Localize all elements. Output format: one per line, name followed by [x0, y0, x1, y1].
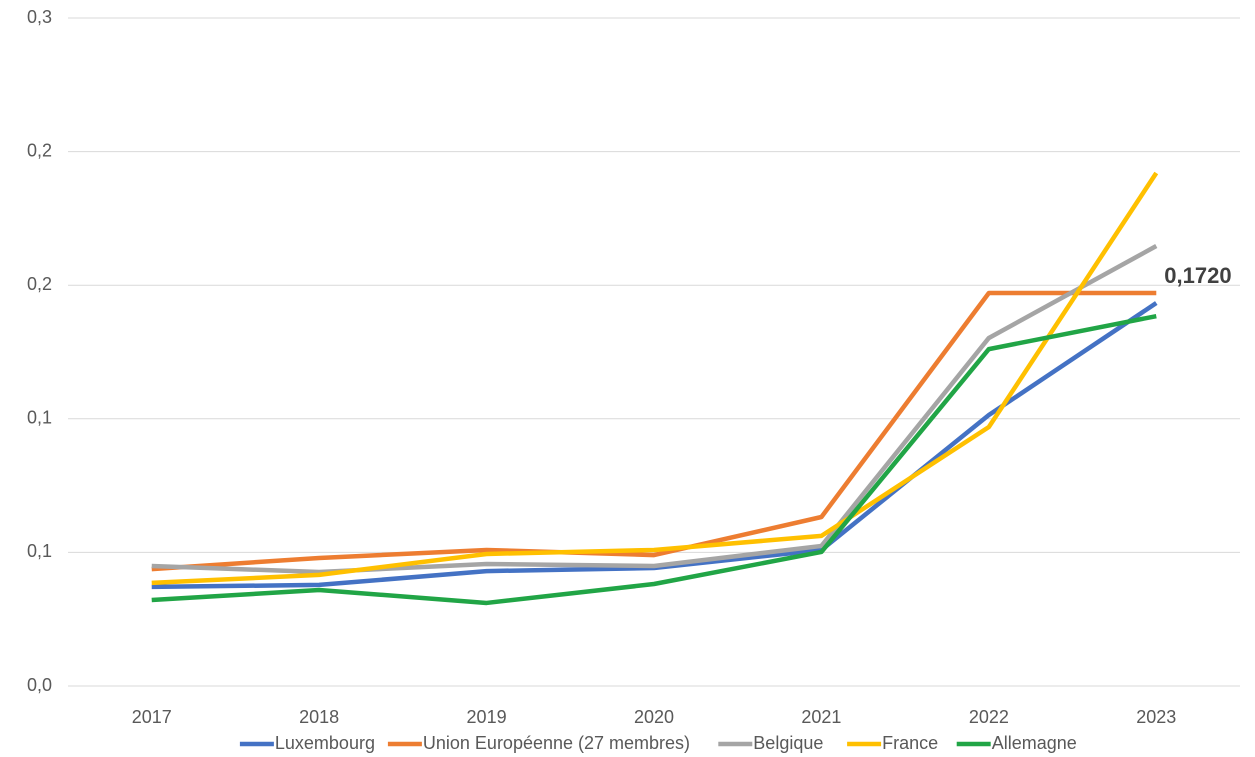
x-tick-label: 2022	[969, 707, 1009, 727]
y-tick-label: 0,1	[27, 541, 52, 561]
series-line	[151, 313, 1157, 606]
y-tick-label: 0,2	[27, 274, 52, 294]
legend-label: Belgique	[753, 733, 823, 753]
series-line	[151, 244, 1158, 575]
x-tick-label: 2020	[634, 707, 674, 727]
y-tick-label: 0,1	[27, 408, 52, 428]
y-tick-label: 0,3	[27, 7, 52, 27]
legend-label: France	[882, 733, 938, 753]
legend-label: Union Européenne (27 membres)	[423, 733, 690, 753]
legend-label: Luxembourg	[275, 733, 375, 753]
x-tick-label: 2021	[801, 707, 841, 727]
series-line	[151, 171, 1159, 586]
legend-label: Allemagne	[992, 733, 1077, 753]
y-tick-label: 0,2	[27, 140, 52, 160]
x-tick-label: 2019	[467, 707, 507, 727]
y-tick-label: 0,0	[27, 675, 52, 695]
data-label: 0,1720	[1164, 263, 1231, 288]
x-tick-label: 2017	[132, 707, 172, 727]
x-tick-label: 2018	[299, 707, 339, 727]
x-tick-label: 2023	[1136, 707, 1176, 727]
series-line	[151, 290, 1157, 572]
